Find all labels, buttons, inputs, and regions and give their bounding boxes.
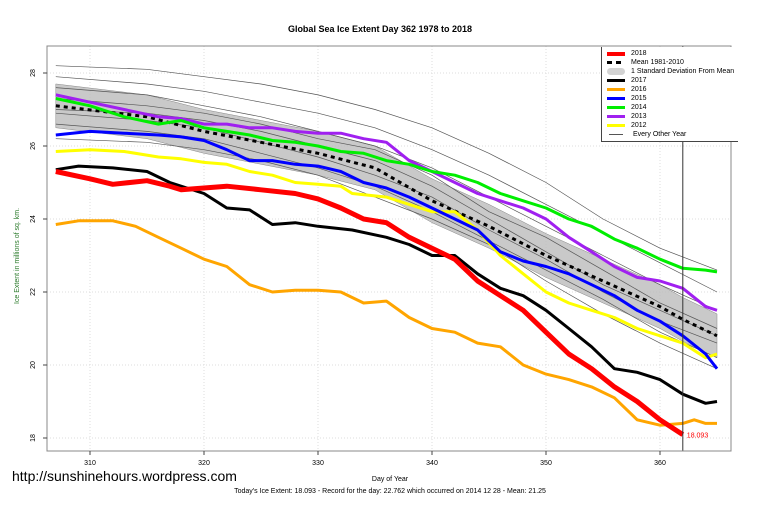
legend-label: 2014 (631, 104, 647, 111)
y-tick-label: 18 (30, 434, 37, 442)
x-axis-label: Day of Year (371, 476, 409, 483)
x-tick-label: 350 (540, 460, 552, 467)
legend-label: 1 Standard Deviation From Mean (631, 68, 735, 75)
legend-item-2017: 2017 (607, 76, 734, 85)
series-line-other-year (55, 65, 718, 271)
legend-item-other: Every Other Year (607, 130, 734, 139)
legend-item-2016: 2016 (607, 85, 734, 94)
legend-label: 2015 (631, 95, 647, 102)
y-tick-label: 22 (30, 288, 37, 296)
x-tick-label: 360 (654, 460, 666, 467)
y-tick-label: 26 (30, 142, 37, 150)
legend-label: 2013 (631, 113, 647, 120)
legend-label: 2017 (631, 77, 647, 84)
y-tick-label: 24 (30, 215, 37, 223)
legend-swatch (607, 124, 625, 127)
plot-frame (46, 45, 732, 452)
legend-label: Mean 1981-2010 (631, 59, 684, 66)
legend-item-sd: 1 Standard Deviation From Mean (607, 67, 734, 76)
legend-swatch (607, 68, 625, 75)
legend-label: 2012 (631, 122, 647, 129)
legend-swatch (609, 134, 623, 135)
series-line-other-year (55, 138, 718, 370)
y-axis-label: Ice Extent in millions of sq. km. (14, 207, 21, 305)
chart-title: Global Sea Ice Extent Day 362 1978 to 20… (287, 24, 473, 34)
legend-item-2018: 2018 (607, 49, 734, 58)
end-value-label: 18.093 (687, 433, 709, 440)
x-tick-label: 340 (426, 460, 438, 467)
legend-swatch (607, 115, 625, 118)
series-line-2015 (55, 129, 719, 370)
legend-swatch (607, 88, 625, 91)
series-line-2018 (55, 169, 685, 437)
footer-summary: Today's Ice Extent: 18.093 - Record for … (234, 488, 546, 495)
series-line-other-year (55, 112, 718, 344)
legend-item-2015: 2015 (607, 94, 734, 103)
series-line-other-year (55, 109, 718, 337)
legend-item-mean: Mean 1981-2010 (607, 58, 734, 67)
legend-swatch (607, 106, 625, 109)
legend-item-2014: 2014 (607, 103, 734, 112)
legend-item-2012: 2012 (607, 121, 734, 130)
legend-swatch (607, 61, 625, 64)
y-tick-label: 28 (30, 69, 37, 77)
series-line-2016 (55, 219, 717, 427)
series-line-mean (55, 104, 718, 338)
series-line-2014 (55, 97, 718, 274)
watermark-url: http://sunshinehours.wordpress.com (12, 468, 237, 484)
series-line-2012 (55, 148, 718, 360)
legend-label: 2018 (631, 50, 647, 57)
legend-label: Every Other Year (633, 131, 687, 138)
legend-label: 2016 (631, 86, 647, 93)
x-tick-label: 320 (198, 460, 210, 467)
legend-item-2013: 2013 (607, 112, 734, 121)
x-tick-label: 310 (84, 460, 96, 467)
legend-swatch (607, 97, 625, 100)
legend: 2018 Mean 1981-2010 1 Standard Deviation… (601, 47, 739, 142)
x-tick-label: 330 (312, 460, 324, 467)
series-line-2013 (55, 93, 718, 312)
legend-swatch (607, 51, 625, 56)
y-tick-label: 20 (30, 361, 37, 369)
legend-swatch (607, 79, 625, 82)
